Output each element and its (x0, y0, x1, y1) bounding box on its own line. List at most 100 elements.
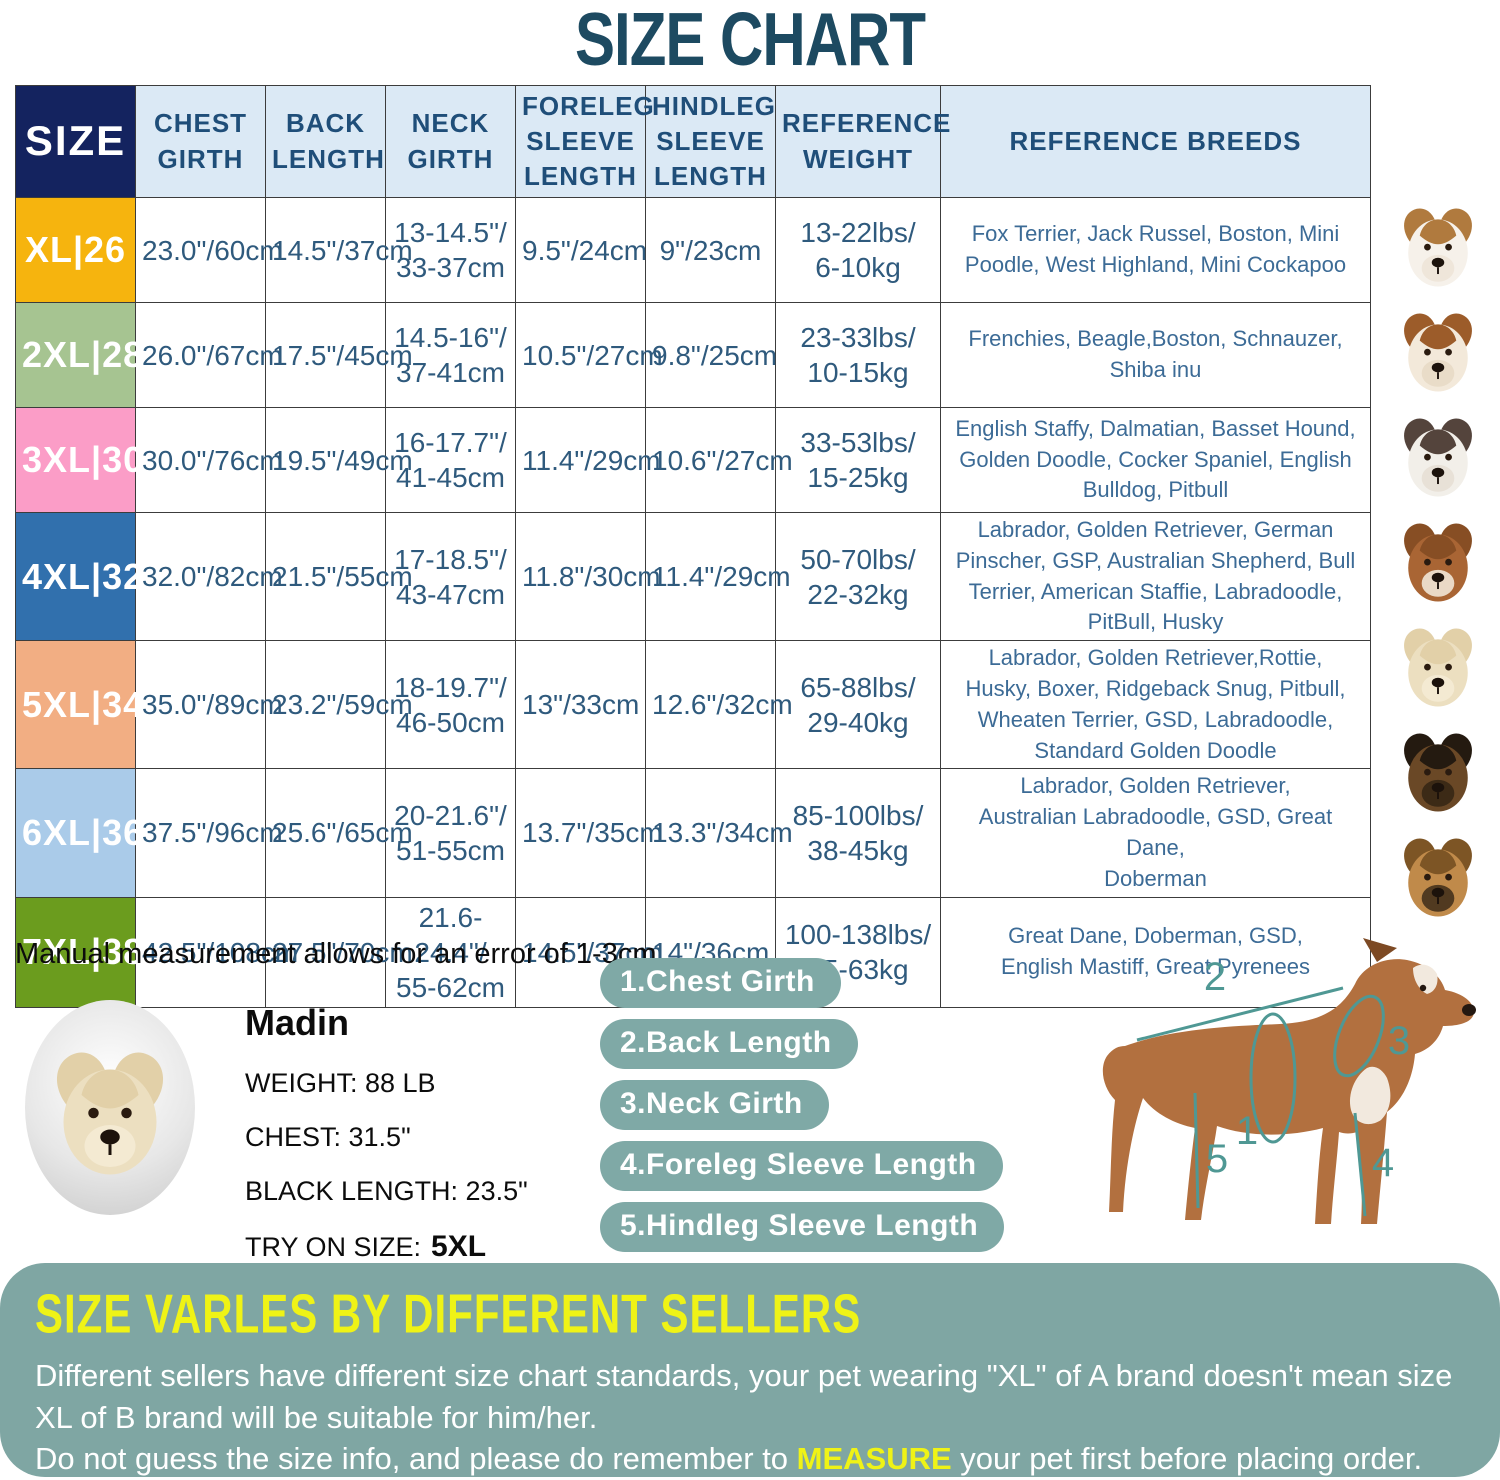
panel-line2-after: your pet first before placing order. (951, 1441, 1423, 1477)
weight-value: 23-33lbs/ 10-15kg (775, 302, 941, 408)
measure-diagram: 2 3 1 4 5 (1102, 938, 1476, 1224)
table-row: 2XL|28 26.0"/67cm 17.5"/45cm 14.5-16"/ 3… (15, 302, 1371, 408)
legend-hindleg-sleeve: 5.Hindleg Sleeve Length (600, 1202, 1005, 1252)
header-hindleg-sleeve: HINDLEG SLEEVE LENGTH (645, 85, 776, 198)
header-chest-girth: CHEST GIRTH (135, 85, 266, 198)
neck-value: 13-14.5"/ 33-37cm (385, 197, 516, 303)
back-value: 23.2"/59cm (265, 640, 413, 770)
dog-eye (1419, 984, 1427, 992)
table-row: 4XL|32 32.0"/82cm 21.5"/55cm 17-18.5"/ 4… (15, 511, 1371, 642)
breed-photo-column (1382, 198, 1494, 933)
back-value: 19.5"/49cm (265, 407, 413, 513)
page-title: SIZE CHART (575, 0, 926, 81)
breeds-value: Labrador, Golden Retriever, German Pinsc… (940, 511, 1371, 642)
neck-value: 17-18.5"/ 43-47cm (385, 511, 516, 642)
chest-value: 26.0"/67cm (135, 302, 283, 408)
size-badge: XL|26 (15, 197, 136, 303)
neck-value: 20-21.6"/ 51-55cm (385, 768, 516, 898)
diagram-number-1: 1 (1236, 1109, 1258, 1153)
chest-value: 30.0"/76cm (135, 407, 283, 513)
table-header-row: SIZE CHEST GIRTH BACK LENGTH NECK GIRTH … (15, 85, 1371, 198)
hindleg-value: 9"/23cm (645, 197, 776, 303)
german-shepherd-photo (1390, 728, 1486, 824)
legend-neck-girth: 3.Neck Girth (600, 1080, 829, 1130)
beagle-photo (1390, 308, 1486, 404)
panel-line1: Different sellers have different size ch… (35, 1358, 1453, 1435)
weight-value: 65-88lbs/ 29-40kg (775, 640, 941, 770)
table-row: 7XL|38 42.5"/108cm 27.5"/70cm 21.6-24.4"… (15, 896, 1371, 1008)
header-neck-girth: NECK GIRTH (385, 85, 516, 198)
dog-nose (1462, 1004, 1476, 1016)
breeds-value: Labrador, Golden Retriever, Australian L… (940, 768, 1371, 898)
size-badge: 7XL|38 (15, 896, 143, 1008)
weight-value: 85-100lbs/ 38-45kg (775, 768, 941, 898)
model-chest: CHEST: 31.5" (245, 1122, 411, 1152)
foreleg-value: 9.5"/24cm (515, 197, 647, 303)
model-back-length: BLACK LENGTH: 23.5" (245, 1176, 528, 1206)
amstaff-photo (1390, 518, 1486, 614)
header-foreleg-sleeve: FORELEG SLEEVE LENGTH (515, 85, 654, 198)
hindleg-value: 10.6"/27cm (645, 407, 793, 513)
legend-chest-girth: 1.Chest Girth (600, 958, 841, 1008)
measurement-legend: 1.Chest Girth 2.Back Length 3.Neck Girth… (600, 958, 1005, 1252)
panel-line2-before: Do not guess the size info, and please d… (35, 1441, 797, 1477)
diagram-number-3: 3 (1388, 1019, 1410, 1063)
legend-back-length: 2.Back Length (600, 1019, 858, 1069)
weight-value: 33-53lbs/ 15-25kg (775, 407, 941, 513)
back-value: 14.5"/37cm (265, 197, 413, 303)
breeds-value: Great Dane, Doberman, GSD, English Masti… (940, 896, 1371, 1008)
foreleg-value: 13"/33cm (515, 640, 646, 770)
foreleg-value: 10.5"/27cm (515, 302, 663, 408)
weight-value: 50-70lbs/ 22-32kg (775, 511, 941, 642)
table-row: 5XL|34 35.0"/89cm 23.2"/59cm 18-19.7"/ 4… (15, 640, 1371, 770)
great-dane-photo (1390, 833, 1486, 929)
panel-heading: SIZE VARLES BY DIFFERENT SELLERS (35, 1283, 862, 1345)
measurement-error-note: Manual measurement allows for an error o… (15, 938, 657, 970)
neck-value: 18-19.7"/ 46-50cm (385, 640, 516, 770)
dog-silhouette (1102, 959, 1474, 1224)
header-reference-breeds: REFERENCE BREEDS (940, 85, 1371, 198)
hindleg-value: 11.4"/29cm (645, 511, 791, 642)
breeds-value: Frenchies, Beagle,Boston, Schnauzer, Shi… (940, 302, 1371, 408)
dog-chest-patch (1349, 1066, 1391, 1125)
back-value: 17.5"/45cm (265, 302, 413, 408)
size-badge: 2XL|28 (15, 302, 143, 408)
foreleg-value: 11.4"/29cm (515, 407, 661, 513)
foreleg-line (1353, 1112, 1367, 1217)
dog-ear (1363, 938, 1397, 962)
back-value: 27.5"/70cm (265, 896, 413, 1008)
model-name: Madin (245, 1002, 349, 1043)
breeds-value: Fox Terrier, Jack Russel, Boston, Mini P… (940, 197, 1371, 303)
diagram-number-5: 5 (1206, 1137, 1228, 1181)
size-chart-table: SIZE CHEST GIRTH BACK LENGTH NECK GIRTH … (15, 85, 1371, 1008)
legend-foreleg-sleeve: 4.Foreleg Sleeve Length (600, 1141, 1003, 1191)
neck-value: 14.5-16"/ 37-41cm (385, 302, 516, 408)
model-try-on-size: TRY ON SIZE: 5XL (245, 1230, 528, 1264)
labrador-portrait (35, 1044, 185, 1194)
chest-value: 23.0"/60cm (135, 197, 283, 303)
hindleg-value: 9.8"/25cm (645, 302, 777, 408)
size-badge: 4XL|32 (15, 511, 143, 642)
chest-girth-ellipse (1249, 1012, 1297, 1144)
breeds-value: English Staffy, Dalmatian, Basset Hound,… (940, 407, 1371, 513)
back-length-line (1136, 986, 1344, 1042)
table-row: XL|26 23.0"/60cm 14.5"/37cm 13-14.5"/ 33… (15, 197, 1371, 303)
table-row: 3XL|30 30.0"/76cm 19.5"/49cm 16-17.7"/ 4… (15, 407, 1371, 513)
model-weight: WEIGHT: 88 LB (245, 1068, 436, 1098)
size-badge: 3XL|30 (15, 407, 143, 513)
diagram-number-2: 2 (1204, 955, 1226, 999)
neck-girth-ellipse (1333, 994, 1385, 1078)
table-row: 6XL|36 37.5"/96cm 25.6"/65cm 20-21.6"/ 5… (15, 768, 1371, 898)
dog-face-blaze (1413, 964, 1438, 994)
back-value: 21.5"/55cm (265, 511, 413, 642)
foreleg-value: 13.7"/35cm (515, 768, 663, 898)
size-badge: 5XL|34 (15, 640, 143, 770)
chest-value: 37.5"/96cm (135, 768, 283, 898)
measure-highlight: MEASURE (796, 1441, 952, 1477)
breeds-value: Labrador, Golden Retriever,Rottie, Husky… (940, 640, 1371, 770)
header-reference-weight: REFERENCE WEIGHT (775, 85, 950, 198)
hindleg-line (1193, 1092, 1200, 1209)
size-badge: 6XL|36 (15, 768, 143, 898)
neck-value: 16-17.7"/ 41-45cm (385, 407, 516, 513)
header-back-length: BACK LENGTH (265, 85, 386, 198)
